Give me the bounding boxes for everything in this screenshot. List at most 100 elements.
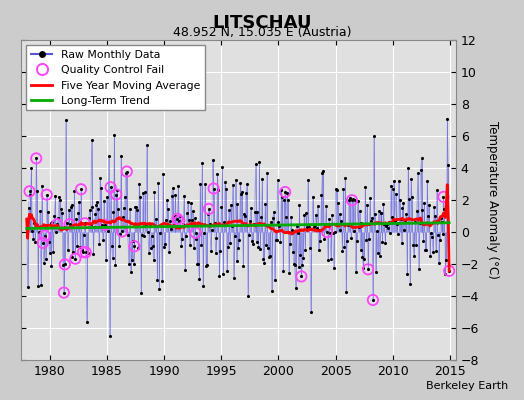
Point [62, 117, 70, 124]
Point [203, 262, 211, 268]
Point [406, 280, 414, 287]
Point [173, 216, 182, 222]
Point [322, 203, 330, 209]
Point [125, 260, 133, 267]
Point [387, 183, 395, 189]
Point [139, 190, 147, 197]
Point [243, 181, 251, 188]
Point [381, 240, 389, 246]
Point [360, 256, 368, 262]
Point [173, 216, 182, 222]
Point [288, 227, 296, 233]
Point [429, 249, 437, 255]
Point [297, 273, 305, 280]
Point [223, 268, 231, 274]
Point [297, 273, 305, 280]
Point [369, 297, 377, 303]
Point [101, 222, 109, 228]
Point [268, 288, 276, 294]
Point [35, 229, 43, 236]
Point [222, 186, 230, 192]
Point [95, 241, 103, 248]
Point [168, 192, 176, 199]
Point [72, 216, 81, 223]
Point [148, 243, 157, 249]
Point [206, 248, 215, 254]
Point [238, 189, 246, 195]
Point [411, 219, 419, 225]
Point [295, 202, 303, 208]
Point [317, 192, 325, 198]
Point [184, 217, 193, 224]
Point [43, 209, 52, 215]
Point [227, 222, 236, 229]
Point [46, 250, 54, 257]
Point [359, 265, 367, 271]
Point [390, 178, 398, 184]
Point [394, 231, 402, 238]
Point [189, 245, 198, 252]
Point [292, 223, 301, 230]
Point [248, 240, 257, 247]
Point [304, 177, 312, 184]
Point [363, 201, 372, 208]
Point [278, 194, 287, 201]
Point [247, 205, 255, 212]
Point [77, 186, 85, 192]
Point [147, 244, 155, 251]
Point [144, 228, 152, 235]
Text: LITSCHAU: LITSCHAU [212, 14, 312, 32]
Point [103, 194, 111, 200]
Point [39, 240, 47, 246]
Point [105, 332, 114, 339]
Point [397, 240, 406, 246]
Point [218, 164, 226, 170]
Point [99, 237, 107, 244]
Point [332, 186, 341, 193]
Point [300, 212, 309, 218]
Point [208, 227, 216, 233]
Point [145, 250, 153, 256]
Point [196, 181, 204, 187]
Point [74, 210, 82, 217]
Point [246, 218, 254, 224]
Point [376, 210, 385, 216]
Point [116, 230, 124, 237]
Point [201, 181, 209, 187]
Point [445, 268, 453, 274]
Point [368, 214, 376, 221]
Point [255, 159, 264, 165]
Point [167, 226, 175, 232]
Point [67, 202, 75, 208]
Point [89, 250, 97, 257]
Point [382, 222, 390, 229]
Point [170, 213, 179, 219]
Point [378, 238, 387, 245]
Point [60, 289, 68, 296]
Point [412, 208, 421, 214]
Point [329, 230, 337, 237]
Point [138, 231, 146, 238]
Point [67, 204, 75, 210]
Point [416, 220, 424, 226]
Point [220, 219, 228, 226]
Point [396, 197, 404, 204]
Point [159, 171, 167, 178]
Point [271, 236, 280, 243]
Point [285, 270, 293, 276]
Point [263, 170, 271, 176]
Point [41, 232, 49, 239]
Point [402, 210, 410, 217]
Point [235, 237, 244, 243]
Point [149, 257, 158, 263]
Point [441, 270, 450, 277]
Point [379, 200, 388, 207]
Point [316, 238, 325, 244]
Point [225, 207, 233, 213]
Point [42, 192, 51, 198]
Point [436, 214, 445, 221]
Point [30, 220, 38, 226]
Point [233, 201, 242, 207]
Point [211, 250, 220, 256]
Point [163, 206, 172, 212]
